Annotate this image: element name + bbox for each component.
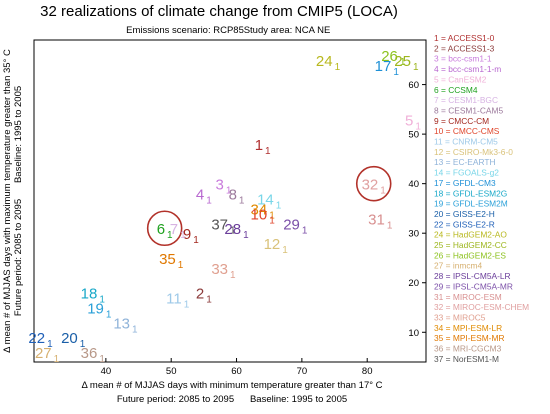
point-label: 34 1: [251, 201, 276, 221]
y-tick-label: 20: [408, 278, 419, 289]
x-axis-label-period: Future period: 2085 to 2095 Baseline: 19…: [117, 394, 347, 405]
legend-entry: 25 = HadGEM2-CC: [434, 240, 507, 250]
y-axis-label-period: Future period: 2085 to 2095 Baseline: 19…: [13, 86, 24, 316]
y-tick-label: 40: [408, 179, 419, 190]
point-label: 19 1: [87, 301, 112, 321]
legend-entry: 33 = MIROC5: [434, 312, 486, 322]
legend-entry: 6 = CCSM4: [434, 85, 478, 95]
point-label: 17 1: [375, 58, 400, 78]
legend-entry: 22 = GISS-E2-R: [434, 219, 495, 229]
legend-entry: 31 = MIROC-ESM: [434, 292, 502, 302]
legend-entry: 1 = ACCESS1-0: [434, 33, 495, 43]
highlight-circle: [146, 210, 183, 247]
plot-area-frame: [33, 39, 427, 363]
data-points: 24 126 125 117 15 11 132 131 13 18 14 1 14 134 110 137 1…: [28, 48, 421, 365]
model-legend: 1 = ACCESS1-02 = ACCESS1-33 = bcc-csm1-1…: [434, 33, 529, 364]
legend-entry: 9 = CMCC-CM: [434, 116, 489, 126]
legend-entry: 4 = bcc-csm1-1-m: [434, 64, 501, 74]
x-axis-ticks: 40 50 60 70 80: [101, 358, 373, 377]
point-label: 13 1: [113, 315, 138, 335]
x-tick-label: 40: [101, 366, 112, 377]
point-label: 25 1: [394, 53, 419, 73]
legend-entry: 2 = ACCESS1-3: [434, 43, 495, 53]
legend-entry: 10 = CMCC-CMS: [434, 126, 500, 136]
legend-entry: 35 = MPI-ESM-MR: [434, 333, 505, 343]
legend-entry: 3 = bcc-csm1-1: [434, 54, 492, 64]
y-tick-label: 30: [408, 229, 419, 240]
point-label: 37 1: [211, 216, 236, 236]
point-label: 26 1: [381, 48, 406, 68]
y-axis-label: Δ mean # of MJJAS days with maximum temp…: [2, 49, 13, 353]
point-label: 14 1: [257, 192, 282, 212]
point-label: 11 1: [166, 291, 190, 311]
point-label: 18 1: [81, 286, 106, 306]
point-label: 22 1: [28, 330, 53, 350]
legend-entry: 5 = CanESM2: [434, 74, 487, 84]
chart-title: 32 realizations of climate change from C…: [40, 3, 398, 20]
legend-entry: 14 = FGOALS-g2: [434, 168, 499, 178]
y-tick-label: 10: [408, 328, 419, 339]
x-tick-label: 50: [166, 366, 177, 377]
chart-subtitle-area: Study area: NCA NE: [244, 25, 331, 36]
legend-entry: 29 = IPSL-CM5A-MR: [434, 281, 513, 291]
legend-entry: 12 = CSIRO-Mk3-6-0: [434, 147, 513, 157]
legend-entry: 8 = CESM1-CAM5: [434, 105, 503, 115]
y-tick-label: 60: [408, 80, 419, 91]
legend-entry: 28 = IPSL-CM5A-LR: [434, 271, 511, 281]
legend-entry: 34 = MPI-ESM-LR: [434, 323, 502, 333]
highlight-circles: [146, 165, 392, 247]
point-label: 20 1: [61, 330, 86, 350]
legend-entry: 11 = CNRM-CM5: [434, 137, 498, 147]
legend-entry: 32 = MIROC-ESM-CHEM: [434, 302, 529, 312]
legend-entry: 17 = GFDL-CM3: [434, 178, 496, 188]
point-label: 10 1: [251, 206, 276, 226]
point-label: 27 1: [35, 345, 60, 365]
x-tick-label: 80: [362, 366, 373, 377]
chart-subtitle-scenario: Emissions scenario: RCP85: [126, 25, 244, 36]
point-label: 29 1: [283, 216, 308, 236]
legend-entry: 26 = HadGEM2-ES: [434, 250, 506, 260]
y-axis-ticks: 10 20 30 40 50 60: [408, 80, 426, 339]
legend-entry: 37 = NorESM1-M: [434, 354, 499, 364]
highlight-circle: [355, 165, 392, 202]
legend-entry: 13 = EC-EARTH: [434, 157, 496, 167]
point-label: 36 1: [81, 345, 106, 365]
legend-entry: 24 = HadGEM2-AO: [434, 230, 507, 240]
point-label: 31 1: [368, 211, 393, 231]
x-tick-label: 60: [231, 366, 242, 377]
legend-entry: 19 = GFDL-ESM2M: [434, 199, 508, 209]
point-label: 35 1: [159, 251, 184, 271]
legend-entry: 20 = GISS-E2-H: [434, 209, 495, 219]
point-label: 32 1: [362, 177, 387, 197]
x-axis-label: Δ mean # of MJJAS days with minimum temp…: [81, 380, 382, 391]
legend-entry: 7 = CESM1-BGC: [434, 95, 498, 105]
legend-entry: 36 = MRI-CGCM3: [434, 344, 502, 354]
point-label: 12 1: [264, 236, 289, 256]
x-tick-label: 70: [297, 366, 308, 377]
point-label: 33 1: [211, 261, 236, 281]
legend-entry: 18 = GFDL-ESM2G: [434, 188, 507, 198]
point-label: 28 1: [224, 221, 249, 241]
legend-entry: 27 = inmcm4: [434, 261, 483, 271]
y-tick-label: 50: [408, 130, 419, 141]
point-label: 24 1: [316, 53, 341, 73]
